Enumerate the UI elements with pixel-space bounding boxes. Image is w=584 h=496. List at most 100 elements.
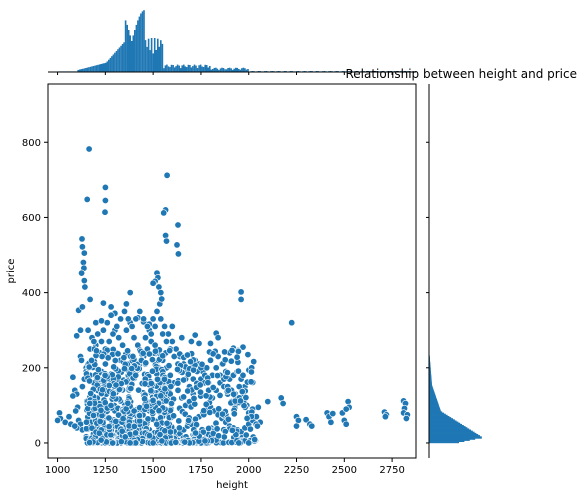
scatter-point — [163, 419, 171, 427]
top-histogram-bar — [245, 69, 248, 72]
scatter-point — [170, 412, 178, 420]
scatter-point — [94, 366, 102, 374]
scatter-point — [95, 429, 103, 437]
scatter-point — [167, 382, 175, 390]
scatter-point — [235, 383, 243, 391]
scatter-point — [196, 381, 204, 389]
scatter-point — [344, 398, 352, 406]
scatter-point — [124, 315, 132, 323]
top-histogram-bar — [147, 38, 150, 72]
scatter-point — [73, 332, 81, 340]
scatter-point — [174, 250, 182, 258]
top-marginal-histogram — [57, 10, 413, 75]
top-histogram-bar — [135, 24, 138, 72]
scatter-point — [146, 432, 154, 440]
top-histogram-bar — [143, 10, 145, 72]
top-histogram-bar — [157, 38, 159, 72]
scatter-point — [181, 438, 189, 446]
top-histogram-bar — [187, 64, 190, 72]
scatter-point — [214, 334, 222, 342]
scatter-point — [205, 424, 213, 432]
top-histogram-bar — [247, 69, 249, 72]
scatter-point — [101, 183, 109, 191]
top-histogram-bar — [89, 66, 92, 72]
top-histogram-bar — [114, 52, 116, 72]
scatter-point — [195, 339, 203, 347]
top-histogram-bar — [140, 13, 142, 72]
scatter-point — [228, 346, 236, 354]
scatter-point — [97, 406, 105, 414]
scatter-point — [136, 412, 144, 420]
scatter-point — [90, 411, 98, 419]
scatter-point — [109, 390, 117, 398]
top-histogram-bar — [85, 68, 87, 72]
scatter-point — [147, 379, 155, 387]
top-histogram-bar — [231, 69, 234, 72]
scatter-point — [80, 249, 88, 257]
scatter-point — [90, 337, 98, 345]
scatter-point — [119, 415, 127, 423]
scatter-point — [86, 377, 94, 385]
right-histogram-bar — [429, 400, 438, 403]
scatter-point — [168, 399, 176, 407]
scatter-point — [174, 379, 182, 387]
scatter-point — [327, 418, 335, 426]
top-histogram-bar — [105, 62, 107, 72]
top-histogram-bar — [228, 67, 231, 72]
scatter-point — [212, 419, 220, 427]
scatter-point — [128, 365, 136, 373]
top-histogram-bar — [233, 68, 235, 72]
top-histogram-bar — [144, 40, 147, 72]
scatter-point — [240, 402, 248, 410]
scatter-point — [158, 295, 166, 303]
top-histogram-bar — [88, 67, 90, 72]
scatter-point — [132, 371, 140, 379]
top-histogram-bar — [111, 56, 113, 72]
top-histogram-bar — [215, 67, 217, 72]
scatter-point — [206, 408, 214, 416]
chart-title: Relationship between height and price — [345, 67, 577, 81]
top-histogram-bar — [137, 20, 139, 72]
scatter-point — [159, 352, 167, 360]
scatter-point — [118, 427, 126, 435]
scatter-point — [161, 322, 169, 330]
y-tick-label: 800 — [22, 138, 41, 149]
scatter-point — [172, 438, 180, 446]
scatter-point — [71, 422, 79, 430]
top-histogram-bar — [181, 65, 183, 72]
top-histogram-bar — [212, 69, 214, 72]
top-histogram-bar — [198, 65, 200, 72]
top-histogram-bar — [224, 69, 226, 72]
top-histogram-bar — [202, 67, 205, 72]
x-tick-label: 1250 — [93, 465, 118, 476]
top-histogram-bar — [160, 40, 162, 72]
scatter-point — [244, 351, 252, 359]
y-axis-ticks: 0 200 400 600 800 — [22, 138, 48, 449]
scatter-point — [142, 334, 150, 342]
scatter-point — [117, 315, 125, 323]
scatter-point — [105, 337, 113, 345]
scatter-point — [86, 295, 94, 303]
scatter-point — [381, 413, 389, 421]
y-tick-label: 400 — [22, 288, 41, 299]
top-histogram-bar — [94, 65, 96, 72]
scatter-point — [145, 350, 153, 358]
scatter-point — [230, 390, 238, 398]
scatter-point — [168, 337, 176, 345]
top-histogram-bar — [95, 65, 98, 72]
scatter-point — [247, 378, 255, 386]
scatter-point — [119, 341, 127, 349]
scatter-point — [135, 386, 143, 394]
scatter-point — [187, 337, 195, 345]
scatter-point — [101, 197, 109, 205]
scatter-point — [107, 303, 115, 311]
scatter-point — [99, 299, 107, 307]
scatter-point — [105, 381, 113, 389]
scatter-point — [221, 356, 229, 364]
scatter-point — [155, 407, 163, 415]
scatter-point — [247, 368, 255, 376]
y-tick-label: 0 — [35, 438, 41, 449]
scatter-point — [167, 428, 175, 436]
scatter-point — [115, 334, 123, 342]
scatter-point — [121, 365, 129, 373]
